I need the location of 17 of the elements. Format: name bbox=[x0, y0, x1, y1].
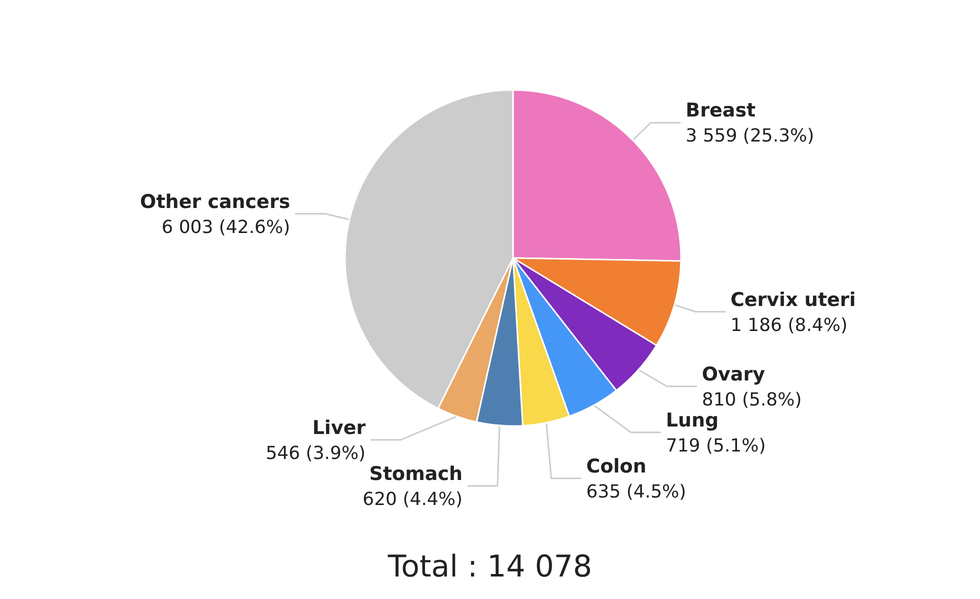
data-label: 635 (4.5%) bbox=[586, 481, 686, 502]
slice-label: Other cancers bbox=[140, 190, 290, 213]
data-label: 620 (4.4%) bbox=[362, 488, 463, 510]
slice-label: Stomach bbox=[369, 462, 463, 485]
slice-label: Breast bbox=[686, 100, 756, 122]
slice-label: Colon bbox=[586, 455, 646, 478]
data-label: 810 (5.8%) bbox=[702, 389, 802, 410]
slice-label: Ovary bbox=[702, 363, 766, 386]
slice-label: Cervix uteri bbox=[730, 288, 856, 311]
text: Total : 14 078 bbox=[386, 550, 592, 584]
data-label: 1 186 (8.4%) bbox=[730, 314, 848, 336]
slice-label: Liver bbox=[312, 416, 366, 439]
data-label: 719 (5.1%) bbox=[666, 435, 766, 456]
slice-label: Lung bbox=[666, 409, 719, 432]
data-label: 6 003 (42.6%) bbox=[162, 216, 290, 238]
data-label: 546 (3.9%) bbox=[266, 442, 366, 464]
data-label: 3 559 (25.3%) bbox=[686, 126, 814, 147]
